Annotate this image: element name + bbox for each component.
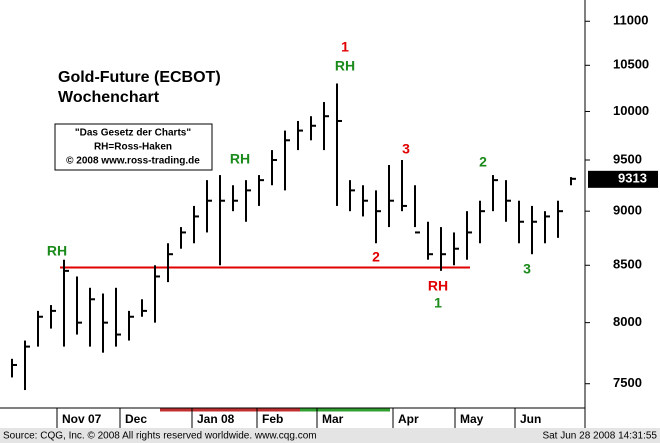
last-price-box — [588, 170, 658, 188]
chart-title: Gold-Future (ECBOT) — [58, 69, 221, 86]
info-line: © 2008 www.ross-trading.de — [66, 156, 200, 167]
x-tick-label: Dec — [125, 412, 147, 426]
annotation: RH — [335, 58, 355, 74]
x-tick-label: Jun — [520, 412, 541, 426]
annotation: 1 — [434, 295, 442, 311]
x-tick-label: Apr — [398, 412, 419, 426]
annotation: 2 — [479, 154, 487, 170]
footer-bar — [0, 428, 660, 443]
info-line: "Das Gesetz der Charts" — [75, 128, 191, 139]
x-tick-label: Feb — [262, 412, 283, 426]
annotation: 3 — [402, 141, 410, 157]
x-tick-label: Nov 07 — [62, 412, 102, 426]
annotation: 1 — [341, 39, 349, 55]
annotation: RH — [230, 151, 250, 167]
timestamp: Sat Jun 28 2008 14:31:55 — [542, 431, 657, 442]
x-tick-label: May — [460, 412, 484, 426]
annotation: 2 — [372, 249, 380, 265]
annotation: 3 — [523, 261, 531, 277]
info-line: RH=Ross-Haken — [94, 142, 172, 153]
y-tick-label: 11000 — [613, 13, 648, 28]
y-tick-label: 9500 — [613, 151, 642, 166]
y-tick-label: 8000 — [613, 314, 642, 329]
chart-subtitle: Wochenchart — [58, 89, 160, 106]
last-price-label: 9313 — [618, 170, 647, 185]
annotation: RH — [47, 243, 67, 259]
y-tick-label: 7500 — [613, 375, 642, 390]
info-box — [54, 123, 213, 171]
annotation: RH — [428, 278, 448, 294]
y-tick-label: 9000 — [613, 203, 642, 218]
y-tick-label: 8500 — [613, 257, 642, 272]
x-tick-label: Jan 08 — [197, 412, 235, 426]
y-tick-label: 10000 — [613, 103, 649, 118]
x-tick-label: Mar — [322, 412, 344, 426]
y-tick-label: 10500 — [613, 57, 649, 72]
source: Source: CQG, Inc. © 2008 All rights rese… — [3, 431, 317, 442]
